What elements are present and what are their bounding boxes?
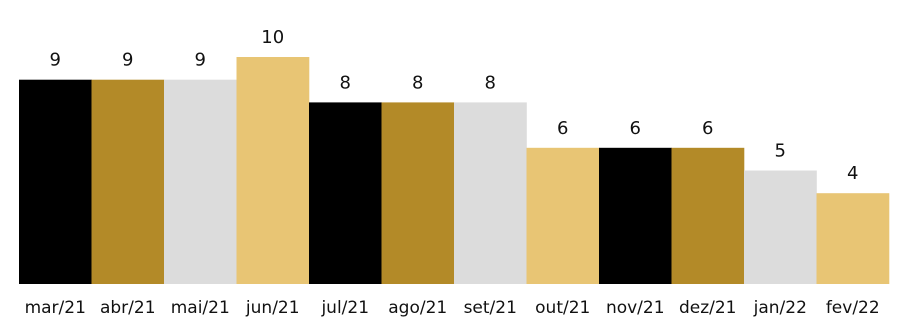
- data-label: 9: [195, 50, 206, 71]
- bar-dez-21: [671, 147, 745, 284]
- bar-out-21: [526, 147, 600, 284]
- data-label: 6: [557, 118, 568, 139]
- data-label: 8: [412, 72, 423, 93]
- data-label: 9: [50, 50, 61, 71]
- x-tick-label: fev/22: [826, 298, 880, 318]
- x-tick-label: jan/22: [753, 298, 807, 318]
- data-label: 8: [485, 72, 496, 93]
- x-tick-label: ago/21: [388, 298, 447, 318]
- x-tick-label: jun/21: [245, 298, 300, 318]
- data-label: 4: [847, 163, 858, 184]
- bar-jul-21: [309, 102, 382, 285]
- bar-mai-21: [164, 79, 237, 284]
- bar-nov-21: [599, 147, 672, 284]
- bar-fev-22: [816, 193, 890, 284]
- bar-set-21: [454, 102, 527, 285]
- x-tick-label: set/21: [464, 298, 517, 318]
- bar-jun-21: [236, 57, 310, 284]
- bar-abr-21: [91, 79, 165, 284]
- data-label: 10: [261, 27, 284, 48]
- bar-ago-21: [381, 102, 455, 285]
- value-labels-layer: 9 9 9 10 8 8 8 6 6 6 5 4: [50, 27, 859, 184]
- x-tick-label: dez/21: [679, 298, 737, 318]
- bars-layer: [19, 57, 890, 285]
- bar-jan-22: [744, 170, 817, 284]
- data-label: 6: [702, 118, 713, 139]
- x-tick-label: nov/21: [606, 298, 665, 318]
- x-tick-label: mai/21: [171, 298, 230, 318]
- data-label: 8: [340, 72, 351, 93]
- tick-labels-layer: mar/21 abr/21 mai/21 jun/21 jul/21 ago/21 set/…: [25, 298, 880, 318]
- data-label: 9: [122, 50, 133, 71]
- bar-mar-21: [19, 79, 92, 284]
- data-label: 5: [775, 141, 786, 162]
- data-label: 6: [630, 118, 641, 139]
- x-tick-label: abr/21: [100, 298, 156, 318]
- x-tick-label: jul/21: [320, 298, 369, 318]
- x-tick-label: mar/21: [25, 298, 86, 318]
- x-tick-label: out/21: [535, 298, 590, 318]
